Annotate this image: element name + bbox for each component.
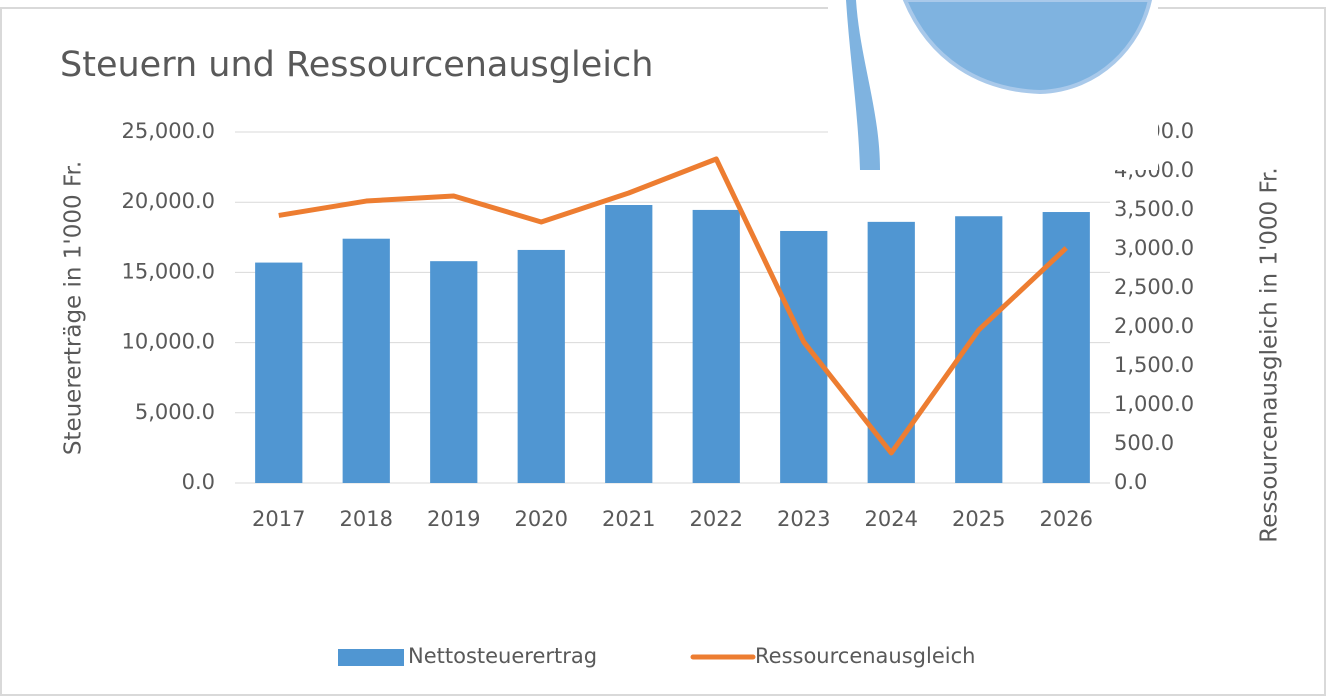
bar — [343, 239, 390, 483]
legend-label: Nettosteuerertrag — [408, 644, 597, 668]
y-tick-label: 15,000.0 — [121, 259, 215, 283]
legend-label: Ressourcenausgleich — [755, 644, 975, 668]
x-tick-label: 2026 — [1040, 507, 1093, 531]
y2-tick-label: 2,000.0 — [1114, 314, 1194, 338]
y-tick-label: 5,000.0 — [135, 400, 215, 424]
x-tick-label: 2024 — [865, 507, 918, 531]
decoration-drop — [828, 0, 1158, 170]
bar — [518, 250, 565, 483]
x-tick-label: 2019 — [427, 507, 480, 531]
y-axis-label: Steuererträge in 1'000 Fr. — [61, 161, 87, 455]
bar — [605, 205, 652, 483]
y2-tick-label: 3,500.0 — [1114, 197, 1194, 221]
bar — [1043, 212, 1090, 483]
bar — [693, 210, 740, 483]
bar — [255, 263, 302, 483]
y2-tick-label: 3,000.0 — [1114, 236, 1194, 260]
x-tick-label: 2020 — [515, 507, 568, 531]
x-tick-label: 2022 — [690, 507, 743, 531]
x-tick-label: 2017 — [252, 507, 305, 531]
y2-tick-label: 500.0 — [1114, 431, 1174, 455]
y2-tick-label: 2,500.0 — [1114, 275, 1194, 299]
y-tick-label: 20,000.0 — [121, 189, 215, 213]
x-tick-label: 2021 — [602, 507, 655, 531]
bar — [868, 222, 915, 483]
legend-swatch — [338, 649, 404, 666]
chart: 0.0 5,000.0 10,000.0 15,000.0 20,000.0 25,000… — [0, 0, 1327, 697]
page: {"chart_data": {"type": "bar-line", "tit… — [0, 0, 1327, 697]
y2-axis-label: Ressourcenausgleich in 1'000 Fr. — [1257, 167, 1283, 542]
x-tick-label: 2018 — [340, 507, 393, 531]
y2-tick-label: 1,500.0 — [1114, 353, 1194, 377]
y-tick-label: 10,000.0 — [121, 330, 215, 354]
y-tick-label: 0.0 — [182, 470, 215, 494]
y-tick-label: 25,000.0 — [121, 119, 215, 143]
x-tick-label: 2023 — [777, 507, 830, 531]
x-tick-label: 2025 — [952, 507, 1005, 531]
bar — [430, 261, 477, 483]
chart-title: Steuern und Ressourcenausgleich — [60, 45, 653, 85]
y2-tick-label: 1,000.0 — [1114, 392, 1194, 416]
y2-tick-label: 0.0 — [1114, 470, 1147, 494]
bar — [780, 231, 827, 483]
